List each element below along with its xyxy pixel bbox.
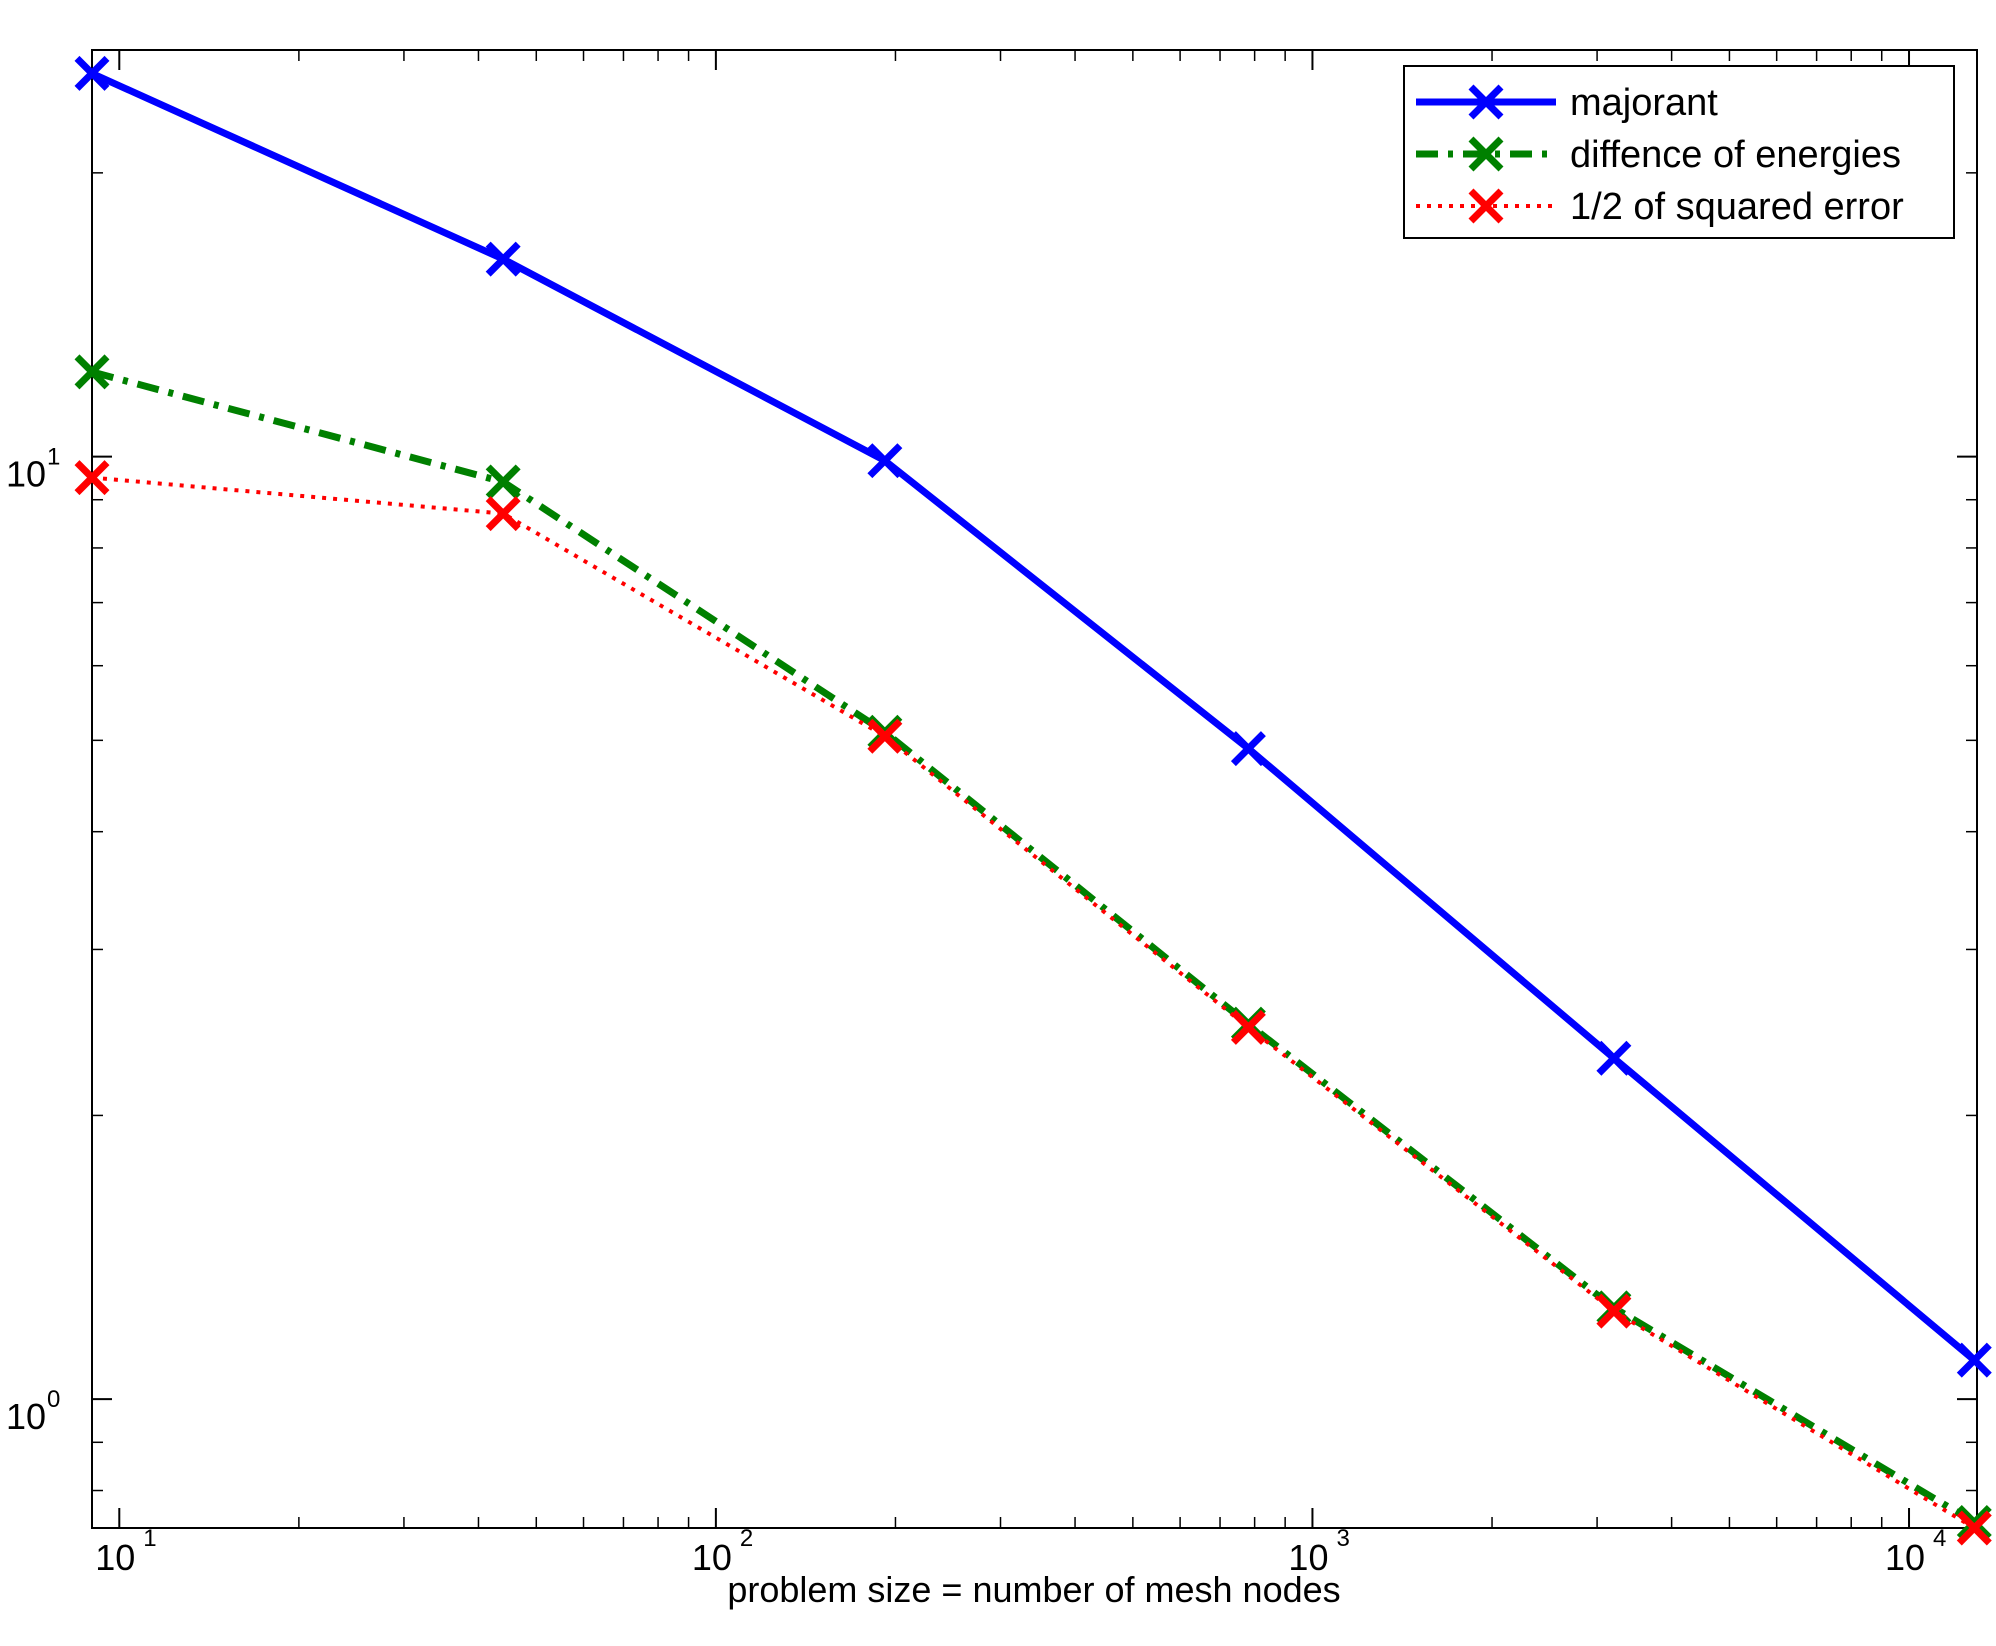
x-tick-label: 10 <box>95 1537 135 1578</box>
data-point-marker <box>1956 1504 1992 1540</box>
marker-stroke <box>485 241 521 277</box>
data-point-marker <box>485 464 521 500</box>
legend-label: majorant <box>1570 82 1718 124</box>
marker-stroke <box>1956 1504 1992 1540</box>
minor-ticks <box>91 50 1977 1528</box>
y-tick-label-exponent: 0 <box>47 1386 60 1413</box>
marker-stroke <box>74 354 110 390</box>
marker-stroke <box>1596 1040 1632 1076</box>
data-point-marker <box>74 354 110 390</box>
series-layer <box>74 55 1992 1546</box>
marker-stroke <box>1230 1009 1266 1045</box>
x-tick-label-exponent: 3 <box>1336 1525 1349 1552</box>
data-point-marker <box>74 460 110 496</box>
marker-stroke <box>867 718 903 754</box>
marker-stroke <box>74 55 110 91</box>
y-tick-label: 10 <box>6 1396 46 1437</box>
data-point-marker <box>1596 1040 1632 1076</box>
marker-stroke <box>1468 188 1504 224</box>
marker-stroke <box>485 464 521 500</box>
legend-marker <box>1468 136 1504 172</box>
data-point-marker <box>485 496 521 532</box>
major-ticks <box>92 50 1977 1528</box>
marker-stroke <box>1230 731 1266 767</box>
data-point-marker <box>485 241 521 277</box>
x-tick-label: 10 <box>692 1537 732 1578</box>
legend-marker <box>1468 188 1504 224</box>
series-line-1 <box>90 70 1977 1363</box>
plot-area <box>91 49 1978 1529</box>
data-point-marker <box>1596 1293 1632 1329</box>
data-point-marker <box>1956 1510 1992 1546</box>
data-point-marker <box>867 443 903 479</box>
data-point-marker <box>1230 731 1266 767</box>
legend-marker <box>1468 84 1504 120</box>
x-tick-label: 10 <box>1288 1537 1328 1578</box>
data-point-marker <box>74 55 110 91</box>
data-point-marker <box>867 718 903 754</box>
y-tick-label: 10 <box>6 454 46 495</box>
legend: majorant diffence of energies 1/2 of squar… <box>1403 65 1955 239</box>
data-point-marker <box>1956 1342 1992 1378</box>
x-tick-label-exponent: 2 <box>740 1525 753 1552</box>
marker-stroke <box>1956 1342 1992 1378</box>
series-line-2 <box>91 368 1977 1526</box>
y-tick-label-exponent: 1 <box>47 444 60 471</box>
marker-stroke <box>867 443 903 479</box>
series-line-3 <box>91 475 1976 1530</box>
legend-label: diffence of energies <box>1570 134 1901 176</box>
data-point-marker <box>1230 1009 1266 1045</box>
x-tick-label-exponent: 4 <box>1933 1525 1946 1552</box>
marker-stroke <box>1468 84 1504 120</box>
x-tick-label: 10 <box>1885 1537 1925 1578</box>
marker-stroke <box>485 496 521 532</box>
legend-label: 1/2 of squared error <box>1570 186 1904 228</box>
x-tick-label-exponent: 1 <box>143 1525 156 1552</box>
marker-stroke <box>1468 136 1504 172</box>
x-axis-title: problem size = number of mesh nodes <box>727 1569 1340 1610</box>
marker-stroke <box>1956 1510 1992 1546</box>
x-tick-labels: 10 1 10 2 10 3 10 4 <box>95 1525 1946 1578</box>
marker-stroke <box>74 460 110 496</box>
marker-stroke <box>1596 1293 1632 1329</box>
